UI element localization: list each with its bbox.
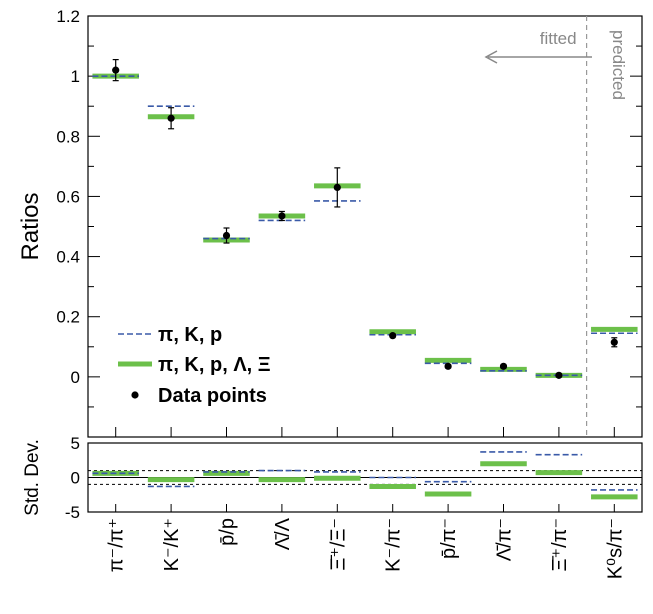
category-label: K⁻/K⁺ [161,518,183,571]
category-label: Ξ̄⁺/π⁻ [549,518,571,571]
y-tick-label: 0.8 [56,127,80,146]
data-point [278,212,286,220]
data-point [610,338,618,346]
legend: π, K, p π, K, p, Λ, Ξ Data points [118,324,271,407]
category-label: K⁻/π⁻ [383,518,405,572]
data-point [333,183,341,192]
sub-y-axis-label: Std. Dev. [22,439,43,516]
legend-data-label: Data points [158,385,267,407]
y-axis-label: Ratios [17,192,44,260]
y-tick-label: 1.2 [56,7,80,26]
category-label: p̄/p [217,518,239,546]
data-point [444,362,452,370]
category-label: p̄/π⁻ [438,518,460,559]
data-point [167,114,175,122]
data-point [222,231,231,240]
legend-data-marker [131,391,139,399]
fitted-annotation: fitted [540,29,577,48]
legend-pkp-label: π, K, p [158,324,222,346]
std-dev-panel: -5 0 5 Std. Dev. [22,434,643,522]
legend-lambda-xi-label: π, K, p, Λ, Ξ [158,354,271,376]
ratios-panel: 0 0.2 0.4 0.6 0.8 1 1.2 Ratios fitted predicted π,… [17,7,643,438]
data-point [112,66,120,74]
data-point [499,362,508,370]
y-tick-label: 0 [71,469,80,488]
data-point [389,332,397,340]
y-tick-label: 0 [71,368,80,387]
y-tick-label: 0.6 [56,187,80,206]
category-label: Ξ̄⁺/Ξ⁻ [327,518,349,571]
y-tick-label: 5 [71,434,80,453]
category-label: Λ̄/π⁻ [494,518,516,561]
category-labels: π⁻/π⁺ K⁻/K⁺ p̄/p Λ̄/Λ Ξ̄⁺/Ξ⁻ K⁻/π⁻ p̄/π⁻ Λ̄/π⁻ Ξ… [106,517,627,579]
data-point [555,371,563,379]
category-label: π⁻/π⁺ [106,518,128,572]
predicted-annotation: predicted [609,30,628,100]
y-tick-label: -5 [65,503,80,522]
category-label: Λ̄/Λ [272,517,294,550]
y-tick-label: 0.2 [56,308,80,327]
category-label: K⁰s/π⁻ [604,518,626,579]
fitted-arrow-head [484,50,498,64]
y-tick-label: 1 [71,67,80,86]
y-tick-label: 0.4 [56,248,80,267]
